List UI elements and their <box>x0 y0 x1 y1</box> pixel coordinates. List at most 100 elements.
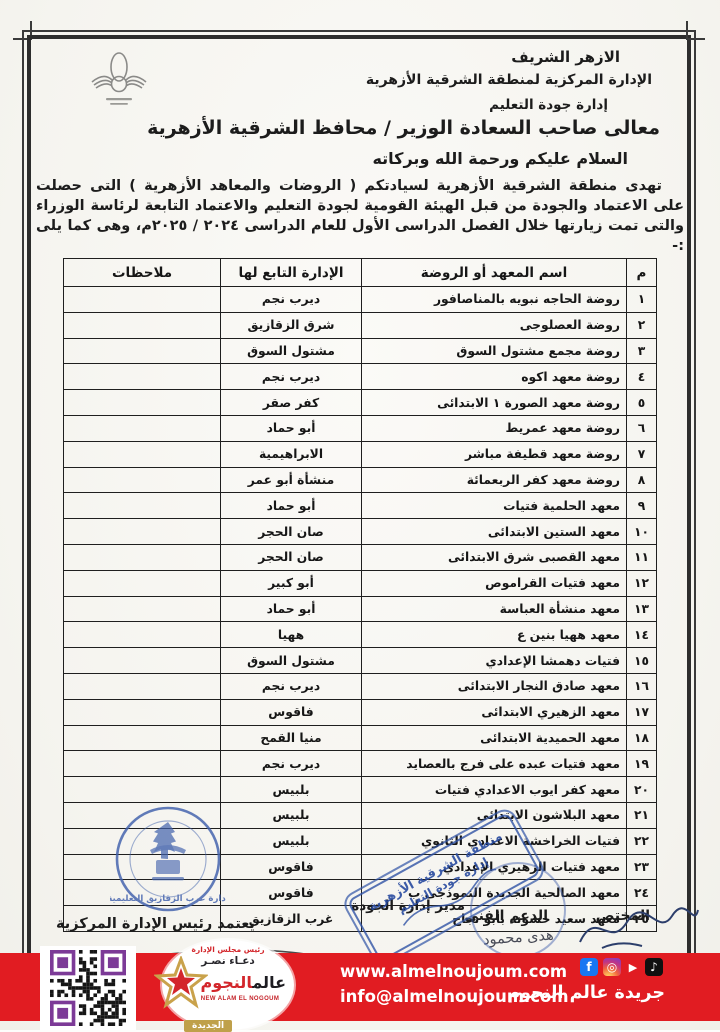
header-name: اسم المعهد أو الروضة <box>361 258 627 287</box>
cell-admin: صان الحجر <box>220 518 362 545</box>
cell-notes <box>63 363 221 391</box>
cell-name: روضة معهد الصورة ١ الابتدائى <box>361 389 627 416</box>
cell-name: معهد الحلمية فتيات <box>361 492 627 520</box>
cell-name: روضة معهد عمريط <box>361 414 627 442</box>
cell-admin: كفر صقر <box>220 389 362 416</box>
table-row: ٦ روضة معهد عمريط أبو حماد <box>63 414 657 442</box>
table-row: ١١ معهد القصبى شرق الابتدائى صان الحجر <box>63 543 657 571</box>
cell-num: ١٨ <box>626 724 657 752</box>
quality-manager-label: مدير إدارة الجودة <box>351 898 465 914</box>
cell-name: معهد الستين الابتدائى <box>361 518 627 545</box>
brand-word-1: عالم <box>252 973 286 992</box>
cell-num: ٩ <box>626 492 657 520</box>
cell-num: ٣ <box>626 337 657 365</box>
cell-notes <box>63 311 221 339</box>
table-row: ١٩ معهد فتيات عبده على فرج بالعصايد ديرب ن… <box>63 750 657 778</box>
table-row: ١٥ فتيات دهمشا الإعدادي مشتول السوق <box>63 647 657 674</box>
cell-notes <box>63 595 221 623</box>
star-icon <box>152 954 210 1014</box>
table-row: ٩ معهد الحلمية فتيات أبو حماد <box>63 492 657 520</box>
cell-admin: أبو حماد <box>220 492 362 520</box>
table-row: ١ روضة الحاجه نبويه بالمناصافور ديرب نجم <box>63 286 657 313</box>
cell-num: ١٥ <box>626 647 657 674</box>
newspaper-name: جريدة عالم النجوم <box>507 983 665 1003</box>
cell-notes <box>63 724 221 752</box>
cell-notes <box>63 440 221 468</box>
brand-name-arabic: عالمالنجوم <box>200 973 286 992</box>
cell-notes <box>63 286 221 313</box>
cell-num: ١١ <box>626 543 657 571</box>
cell-num: ٢٢ <box>626 827 657 855</box>
facebook-icon: f <box>580 958 598 976</box>
cell-num: ٨ <box>626 466 657 494</box>
header-notes: ملاحظات <box>63 258 221 287</box>
cell-num: ٢٠ <box>626 776 657 803</box>
cell-num: ١ <box>626 286 657 313</box>
salutation-line: معالى صاحب السعادة الوزير / محافظ الشرقي… <box>147 117 660 139</box>
brand-name-english: NEW ALAM EL NOGOUM <box>200 996 280 1002</box>
greeting-line: السلام عليكم ورحمة الله وبركاته <box>372 149 628 168</box>
cell-notes <box>63 414 221 442</box>
cell-notes <box>63 647 221 674</box>
cell-num: ٢٤ <box>626 879 657 907</box>
specialist-signature-scribble <box>579 907 699 949</box>
cell-admin: ديرب نجم <box>220 363 362 391</box>
cell-admin: ديرب نجم <box>220 750 362 778</box>
cell-num: ١٤ <box>626 621 657 649</box>
cell-admin: بلبيس <box>220 801 362 829</box>
table-row: ١٢ معهد فتيات القراموص أبو كبير <box>63 569 657 597</box>
cell-admin: مشتول السوق <box>220 647 362 674</box>
al-azhar-emblem-icon <box>88 50 150 122</box>
cell-num: ١٩ <box>626 750 657 778</box>
brand-badge: الجديدة <box>184 1020 233 1032</box>
table-row: ٤ روضة معهد اكوه ديرب نجم <box>63 363 657 391</box>
cell-admin: صان الحجر <box>220 543 362 571</box>
cell-admin: مشتول السوق <box>220 337 362 365</box>
cell-name: روضة معهد كفر الربعمائة <box>361 466 627 494</box>
cell-notes <box>63 492 221 520</box>
cell-admin: ههيا <box>220 621 362 649</box>
cell-name: روضة الحاجه نبويه بالمناصافور <box>361 286 627 313</box>
table-row: ١٨ معهد الحميدية الابتدائى منيا القمح <box>63 724 657 752</box>
rect-stamp-scribble <box>402 868 497 926</box>
cell-num: ٧ <box>626 440 657 468</box>
contact-block: www.almelnoujoum.com info@almelnoujoum.c… <box>340 960 569 1010</box>
cell-num: ١٠ <box>626 518 657 545</box>
table-row: ٢٢ فتيات الخراخشة الاعدادي الثانوي بلبيس <box>63 827 657 855</box>
cell-num: ١٢ <box>626 569 657 597</box>
cell-admin: أبو حماد <box>220 414 362 442</box>
round-ink-stamp: إدارة غرب الزقازيق التعليمية <box>107 804 229 920</box>
table-row: ٧ روضة معهد قطيفة مباشر الابراهيمية <box>63 440 657 468</box>
table-row: ٢٣ معهد فتيات الزهيري الإعدادي فاقوس <box>63 853 657 881</box>
cell-notes <box>63 518 221 545</box>
cell-num: ٤ <box>626 363 657 391</box>
org-name-line1: الازهر الشريف <box>511 48 620 66</box>
cell-notes <box>63 776 221 803</box>
cell-admin: أبو حماد <box>220 595 362 623</box>
cell-name: معهد الحميدية الابتدائى <box>361 724 627 752</box>
newspaper-logo: رئيس مجلس الإدارة دعـاء نصـر عالمالنجوم … <box>152 940 294 1032</box>
cell-num: ٦ <box>626 414 657 442</box>
cell-admin: فاقوس <box>220 698 362 726</box>
cell-name: معهد فتيات الزهيري الإعدادي <box>361 853 627 881</box>
cell-name: معهد فتيات عبده على فرج بالعصايد <box>361 750 627 778</box>
cell-admin: فاقوس <box>220 853 362 881</box>
table-row: ٨ روضة معهد كفر الربعمائة منشأة أبو عمر <box>63 466 657 494</box>
instagram-icon: ◎ <box>603 958 621 976</box>
table-row: ١٧ معهد الزهيري الابتدائى فاقوس <box>63 698 657 726</box>
cell-num: ١٣ <box>626 595 657 623</box>
cell-notes <box>63 389 221 416</box>
cell-notes <box>63 621 221 649</box>
cell-notes <box>63 905 221 932</box>
email-address: info@almelnoujoum.com <box>340 986 569 1006</box>
website-url: www.almelnoujoum.com <box>340 962 568 981</box>
cell-name: معهد منشأة العباسة <box>361 595 627 623</box>
cell-num: ٢٣ <box>626 853 657 881</box>
cell-notes <box>63 543 221 571</box>
cell-admin: منيا القمح <box>220 724 362 752</box>
table-row: ٣ روضة مجمع مشتول السوق مشتول السوق <box>63 337 657 365</box>
table-row: ٢٠ معهد كفر ايوب الاعدادي فتيات بلبيس <box>63 776 657 803</box>
cell-admin: ديرب نجم <box>220 286 362 313</box>
cell-name: روضة معهد قطيفة مباشر <box>361 440 627 468</box>
cell-name: معهد القصبى شرق الابتدائى <box>361 543 627 571</box>
